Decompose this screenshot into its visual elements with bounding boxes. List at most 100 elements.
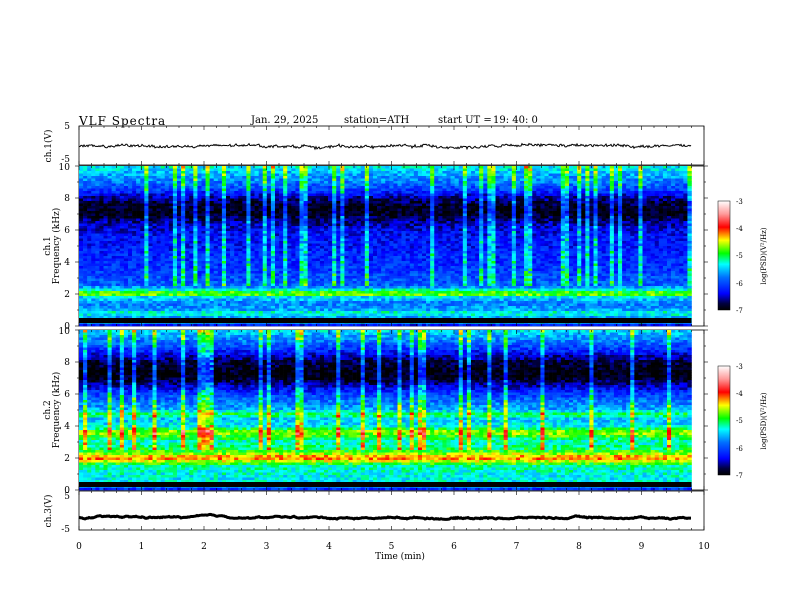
spectrogram-cell xyxy=(217,221,223,224)
spectrogram-cell xyxy=(164,268,170,272)
spectrogram-cell xyxy=(340,198,345,202)
spectrogram-cell xyxy=(83,173,88,177)
spectrogram-cell xyxy=(368,251,374,254)
spectrogram-cell xyxy=(152,293,157,297)
spectrogram-cell xyxy=(315,236,321,239)
spectrogram-cell xyxy=(295,221,300,224)
spectrogram-cell xyxy=(303,248,308,252)
spectrogram-cell xyxy=(201,258,206,262)
spectrogram-cell xyxy=(258,308,264,312)
spectrogram-cell xyxy=(385,306,390,309)
spectrogram-cell xyxy=(324,191,329,194)
spectrogram-cell xyxy=(87,281,92,284)
spectrogram-cell xyxy=(91,276,96,279)
spectrogram-cell xyxy=(168,216,174,219)
spectrogram-cell xyxy=(172,231,178,234)
spectrogram-cell xyxy=(164,263,170,267)
spectrogram-cell xyxy=(258,216,264,219)
spectrogram-cell xyxy=(123,208,129,212)
spectrogram-cell xyxy=(205,221,210,224)
spectrogram-cell xyxy=(140,243,145,247)
spectrogram-cell xyxy=(262,286,268,289)
spectrogram-cell xyxy=(393,306,398,309)
spectrogram-cell xyxy=(205,236,210,239)
spectrogram-cell xyxy=(189,283,194,287)
spectrogram-cell xyxy=(205,198,210,202)
spectrogram-cell xyxy=(217,263,223,267)
spectrogram-cell xyxy=(319,168,325,172)
spectrogram-cell xyxy=(79,241,84,244)
spectrogram-cell xyxy=(119,258,125,262)
spectrogram-cell xyxy=(356,188,362,192)
spectrogram-cell xyxy=(258,301,264,304)
spectrogram-cell xyxy=(164,201,170,204)
spectrogram-cell xyxy=(242,308,247,312)
spectrogram-cell xyxy=(79,228,84,232)
spectrogram-cell xyxy=(87,306,92,309)
spectrogram-cell xyxy=(270,303,276,307)
spectrogram-cell xyxy=(352,266,357,269)
spectrogram-cell xyxy=(344,298,349,302)
spectrogram-cell xyxy=(295,203,300,207)
spectrogram-cell xyxy=(115,268,121,272)
spectrogram-cell xyxy=(356,263,362,267)
spectrogram-cell xyxy=(111,216,117,219)
spectrogram-cell xyxy=(226,226,231,229)
spectrogram-cell xyxy=(307,213,313,217)
spectrogram-cell xyxy=(123,218,129,222)
spectrogram-cell xyxy=(87,238,92,242)
spectrogram-cell xyxy=(340,196,345,199)
spectrogram-cell xyxy=(226,213,231,217)
spectrogram-cell xyxy=(226,248,231,252)
spectrogram-cell xyxy=(242,183,247,187)
spectrogram-cell xyxy=(87,188,92,192)
spectrogram-cell xyxy=(266,223,272,227)
spectrogram-cell xyxy=(185,171,190,174)
spectrogram-cell xyxy=(168,266,174,269)
spectrogram-cell xyxy=(91,178,96,182)
spectrogram-cell xyxy=(311,251,317,254)
spectrogram-cell xyxy=(111,303,117,307)
spectrogram-cell xyxy=(185,311,190,314)
spectrogram-cell xyxy=(295,186,300,189)
spectrogram-cell xyxy=(197,288,202,292)
spectrogram-cell xyxy=(221,316,227,319)
spectrogram-cell xyxy=(360,296,366,299)
spectrogram-cell xyxy=(91,271,96,274)
spectrogram-cell xyxy=(315,298,321,302)
spectrogram-cell xyxy=(197,183,202,187)
spectrogram-cell xyxy=(168,273,174,277)
spectrogram-cell xyxy=(209,241,215,244)
spectrogram-cell xyxy=(144,183,149,187)
spectrogram-cell xyxy=(83,233,88,237)
spectrogram-cell xyxy=(311,196,317,199)
spectrogram-cell xyxy=(123,323,129,327)
spectrogram-cell xyxy=(119,238,125,242)
spectrogram-cell xyxy=(123,288,129,292)
spectrogram-cell xyxy=(209,306,215,309)
spectrogram-cell xyxy=(250,276,255,279)
spectrogram-cell xyxy=(148,253,153,257)
spectrogram-cell xyxy=(115,171,121,174)
spectrogram-cell xyxy=(299,208,304,212)
spectrogram-cell xyxy=(291,298,296,302)
spectrogram-cell xyxy=(389,181,394,184)
spectrogram-cell xyxy=(217,228,223,232)
spectrogram-cell xyxy=(230,228,235,232)
spectrogram-cell xyxy=(132,201,137,204)
spectrogram-cell xyxy=(311,173,317,177)
spectrogram-cell xyxy=(221,226,227,229)
spectrogram-cell xyxy=(136,173,141,177)
spectrogram-cell xyxy=(266,183,272,187)
spectrogram-cell xyxy=(226,293,231,297)
spectrogram-cell xyxy=(385,286,390,289)
spectrogram-cell xyxy=(148,313,153,317)
spectrogram-cell xyxy=(381,296,386,299)
spectrogram-cell xyxy=(283,313,288,317)
spectrogram-cell xyxy=(389,223,394,227)
spectrogram-cell xyxy=(164,316,170,319)
spectrogram-cell xyxy=(152,251,157,254)
spectrogram-cell xyxy=(393,268,398,272)
spectrogram-cell xyxy=(205,216,210,219)
spectrogram-cell xyxy=(226,206,231,209)
